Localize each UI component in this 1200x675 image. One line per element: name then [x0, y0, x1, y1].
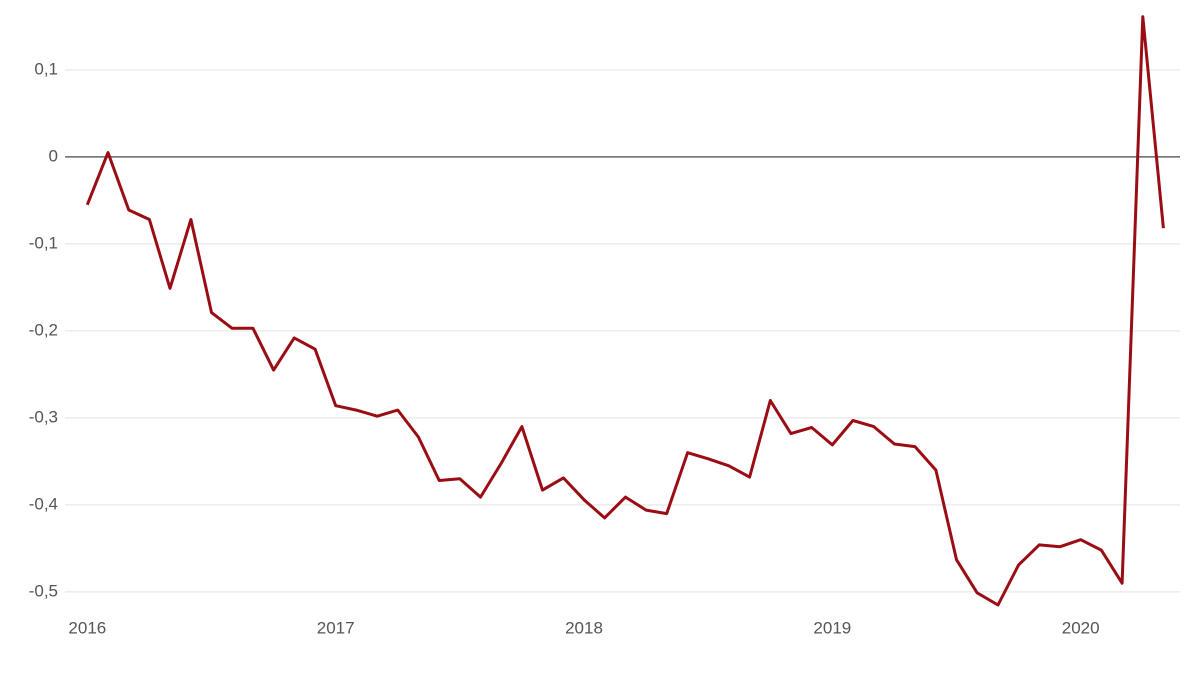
x-tick-label: 2018: [565, 618, 603, 637]
x-tick-label: 2019: [813, 618, 851, 637]
y-tick-label: -0,2: [29, 320, 58, 339]
y-tick-label: -0,4: [29, 494, 58, 513]
line: [85, 15, 1165, 607]
x-tick-label: 2020: [1062, 618, 1100, 637]
y-tick-label: -0,1: [29, 233, 58, 252]
y-tick-label: 0,1: [34, 59, 58, 78]
x-tick-label: 2016: [68, 618, 106, 637]
x-tick-label: 2017: [317, 618, 355, 637]
y-tick-label: -0,3: [29, 407, 58, 426]
y-tick-label: 0: [49, 146, 58, 165]
y-tick-label: -0,5: [29, 581, 58, 600]
